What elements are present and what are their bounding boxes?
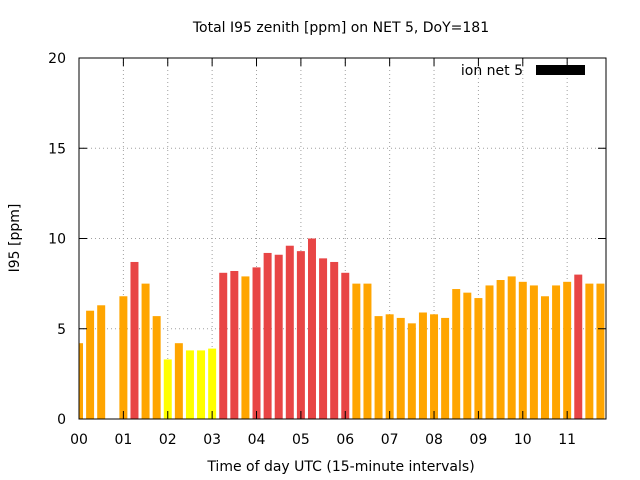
x-tick-label: 02 [159, 432, 177, 448]
chart-title: Total I95 zenith [ppm] on NET 5, DoY=181 [192, 20, 489, 36]
x-tick-label: 06 [336, 432, 354, 448]
bar [296, 251, 305, 419]
legend-label: ion net 5 [461, 63, 523, 79]
bar [86, 310, 95, 419]
bar [463, 292, 472, 419]
bar [574, 274, 583, 419]
bar [374, 316, 383, 419]
bar [163, 359, 172, 419]
bar [385, 314, 394, 419]
y-tick-labels: 0 5 10 15 20 [48, 51, 66, 428]
bar [174, 343, 183, 419]
bar [596, 283, 605, 419]
bar [407, 323, 416, 419]
bar [263, 252, 272, 419]
legend: ion net 5 [461, 63, 585, 79]
bar [507, 276, 516, 419]
x-tick-label: 03 [203, 432, 221, 448]
x-tick-label: 09 [469, 432, 487, 448]
bar [496, 280, 505, 419]
axis-ticks [78, 57, 606, 420]
bar [330, 261, 339, 419]
bar [474, 298, 483, 419]
bar [585, 283, 594, 419]
bar [285, 245, 294, 419]
bar [79, 343, 83, 419]
y-tick-label: 15 [48, 141, 66, 157]
bar [363, 283, 372, 419]
bar [319, 258, 328, 419]
bar [97, 305, 106, 419]
bar [230, 270, 239, 419]
bar [341, 272, 350, 419]
bar [307, 238, 316, 419]
bar [119, 296, 128, 419]
bar [441, 317, 450, 419]
x-tick-label: 00 [70, 432, 88, 448]
y-tick-label: 5 [57, 322, 66, 338]
bar [563, 281, 572, 419]
bar [529, 285, 538, 419]
bar [197, 350, 206, 419]
bar [130, 261, 139, 419]
bar [518, 281, 527, 419]
y-tick-label: 10 [48, 232, 66, 248]
bar-series [79, 238, 605, 419]
bar [352, 283, 361, 419]
bar [540, 296, 549, 419]
x-tick-label: 01 [114, 432, 132, 448]
x-tick-labels: 00 01 02 03 04 05 06 07 08 09 10 11 [70, 432, 576, 448]
x-tick-label: 05 [292, 432, 310, 448]
bar [552, 285, 561, 419]
bar [141, 283, 150, 419]
bar [252, 267, 261, 419]
bar [152, 316, 161, 419]
y-tick-label: 20 [48, 51, 66, 67]
bar [485, 285, 494, 419]
x-tick-label: 07 [381, 432, 399, 448]
x-axis-label: Time of day UTC (15-minute intervals) [206, 459, 474, 475]
bar [274, 254, 283, 419]
x-tick-label: 11 [558, 432, 576, 448]
bar [185, 350, 194, 419]
x-tick-label: 04 [248, 432, 266, 448]
x-tick-label: 08 [425, 432, 443, 448]
bar [219, 272, 228, 419]
bar [396, 317, 405, 419]
bar [430, 314, 439, 419]
legend-swatch [536, 65, 585, 75]
y-tick-label: 0 [57, 412, 66, 428]
bar [452, 289, 461, 419]
x-tick-label: 10 [514, 432, 532, 448]
y-axis-label: I95 [ppm] [7, 204, 23, 273]
bar [208, 348, 217, 419]
bar [418, 312, 427, 419]
bar [241, 276, 250, 419]
